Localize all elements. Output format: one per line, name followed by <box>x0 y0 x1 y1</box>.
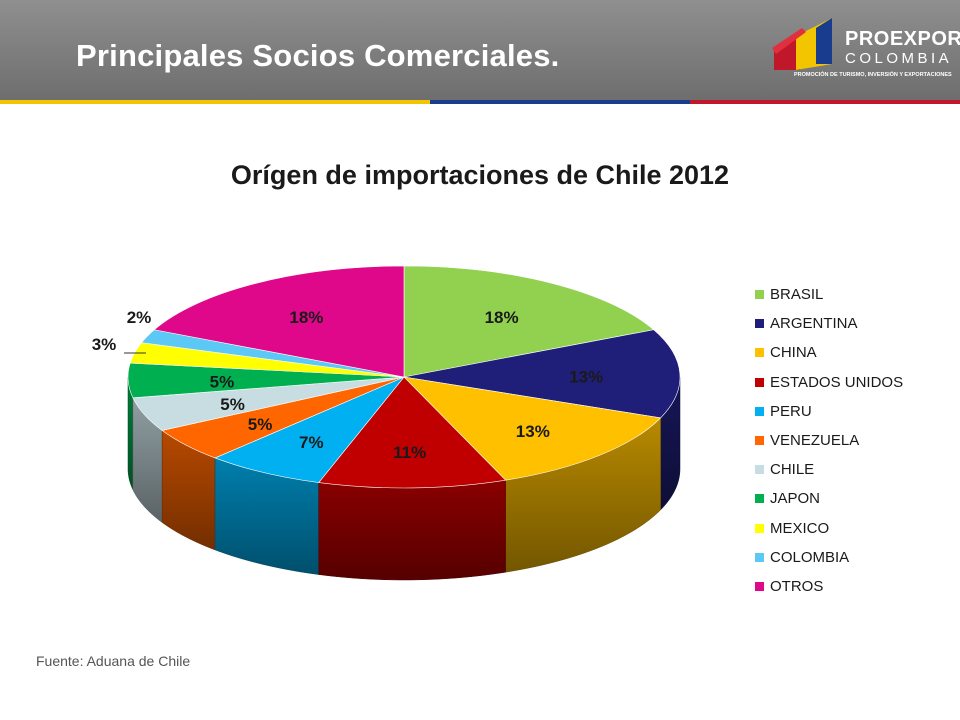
legend-label: PERU <box>770 402 812 420</box>
legend-label: JAPON <box>770 490 821 508</box>
pie-sides <box>127 376 681 581</box>
pie-value-label-mexico: 3% <box>92 335 117 354</box>
legend-item-colombia: COLOMBIA <box>755 543 903 572</box>
legend-label: ESTADOS UNIDOS <box>770 373 904 391</box>
legend-swatch <box>755 552 764 562</box>
chart-title: Orígen de importaciones de Chile 2012 <box>230 160 730 190</box>
pie-value-label-chile: 5% <box>220 395 245 414</box>
legend-item-venezuela: VENEZUELA <box>755 426 903 455</box>
stripe-red <box>690 100 960 104</box>
pie-slice-brasil <box>403 265 655 378</box>
legend-label: MEXICO <box>770 519 830 537</box>
pie-side-estados-unidos <box>318 479 506 581</box>
pie-slice-china <box>403 376 662 481</box>
legend-swatch <box>755 581 764 591</box>
legend-item-japon: JAPON <box>755 484 903 513</box>
pie-top <box>127 265 681 489</box>
legend-item-estados-unidos: ESTADOS UNIDOS <box>755 368 903 397</box>
pie-value-label-peru: 7% <box>299 433 324 452</box>
legend-swatch <box>755 436 764 446</box>
legend-label: ARGENTINA <box>770 315 858 333</box>
legend-item-otros: OTROS <box>755 572 903 601</box>
pie-value-label-china: 13% <box>516 422 550 441</box>
proexport-logo: PROEXPORT COLOMBIA PROMOCIÓN DE TURISMO,… <box>770 14 960 84</box>
pie-slice-estados-unidos <box>318 376 507 489</box>
stripe-yellow <box>0 100 430 104</box>
pie-slice-otros <box>153 265 405 378</box>
chart-legend: BRASIL ARGENTINA CHINA ESTADOS UNIDOS PERU VE… <box>755 280 903 601</box>
pie-value-label-argentina: 13% <box>569 368 603 387</box>
legend-swatch <box>755 319 764 329</box>
legend-swatch <box>755 494 764 504</box>
pie-value-label-colombia: 2% <box>127 308 152 327</box>
legend-item-china: CHINA <box>755 338 903 367</box>
legend-swatch <box>755 348 764 358</box>
pie-slice-peru <box>214 376 405 483</box>
pie-slice-argentina <box>403 329 681 419</box>
pie-value-label-otros: 18% <box>289 308 323 327</box>
legend-swatch <box>755 406 764 416</box>
legend-swatch <box>755 290 764 300</box>
logo-name: PROEXPORT <box>845 28 960 50</box>
legend-item-peru: PERU <box>755 397 903 426</box>
source-note: Fuente: Aduana de Chile <box>36 653 191 669</box>
legend-swatch <box>755 377 764 387</box>
pie-value-label-brasil: 18% <box>485 308 519 327</box>
legend-item-chile: CHILE <box>755 455 903 484</box>
pie-value-label-venezuela: 5% <box>248 415 273 434</box>
logo-tagline: PROMOCIÓN DE TURISMO, INVERSIÓN Y EXPORT… <box>794 72 952 78</box>
logo-house-icon <box>772 18 832 70</box>
legend-label: OTROS <box>770 577 824 595</box>
pie-value-label-estados-unidos: 11% <box>393 443 426 462</box>
legend-label: COLOMBIA <box>770 548 850 566</box>
legend-swatch <box>755 523 764 533</box>
slide-title: Principales Socios Comerciales. <box>76 38 560 73</box>
logo-country: COLOMBIA <box>845 50 953 67</box>
stripe-blue <box>430 100 690 104</box>
pie-value-label-japon: 5% <box>210 372 235 391</box>
pie-labels: 18%13%13%11%7%5%5%5%3%2% 18% <box>92 308 603 462</box>
legend-item-argentina: ARGENTINA <box>755 309 903 338</box>
slide-header: Principales Socios Comerciales. PROEXPOR… <box>0 0 960 100</box>
legend-label: BRASIL <box>770 286 824 304</box>
legend-swatch <box>755 465 764 475</box>
legend-label: VENEZUELA <box>770 432 860 450</box>
legend-label: CHINA <box>770 344 817 362</box>
legend-item-brasil: BRASIL <box>755 280 903 309</box>
legend-label: CHILE <box>770 461 815 479</box>
legend-item-mexico: MEXICO <box>755 514 903 543</box>
header-stripe <box>0 100 960 104</box>
